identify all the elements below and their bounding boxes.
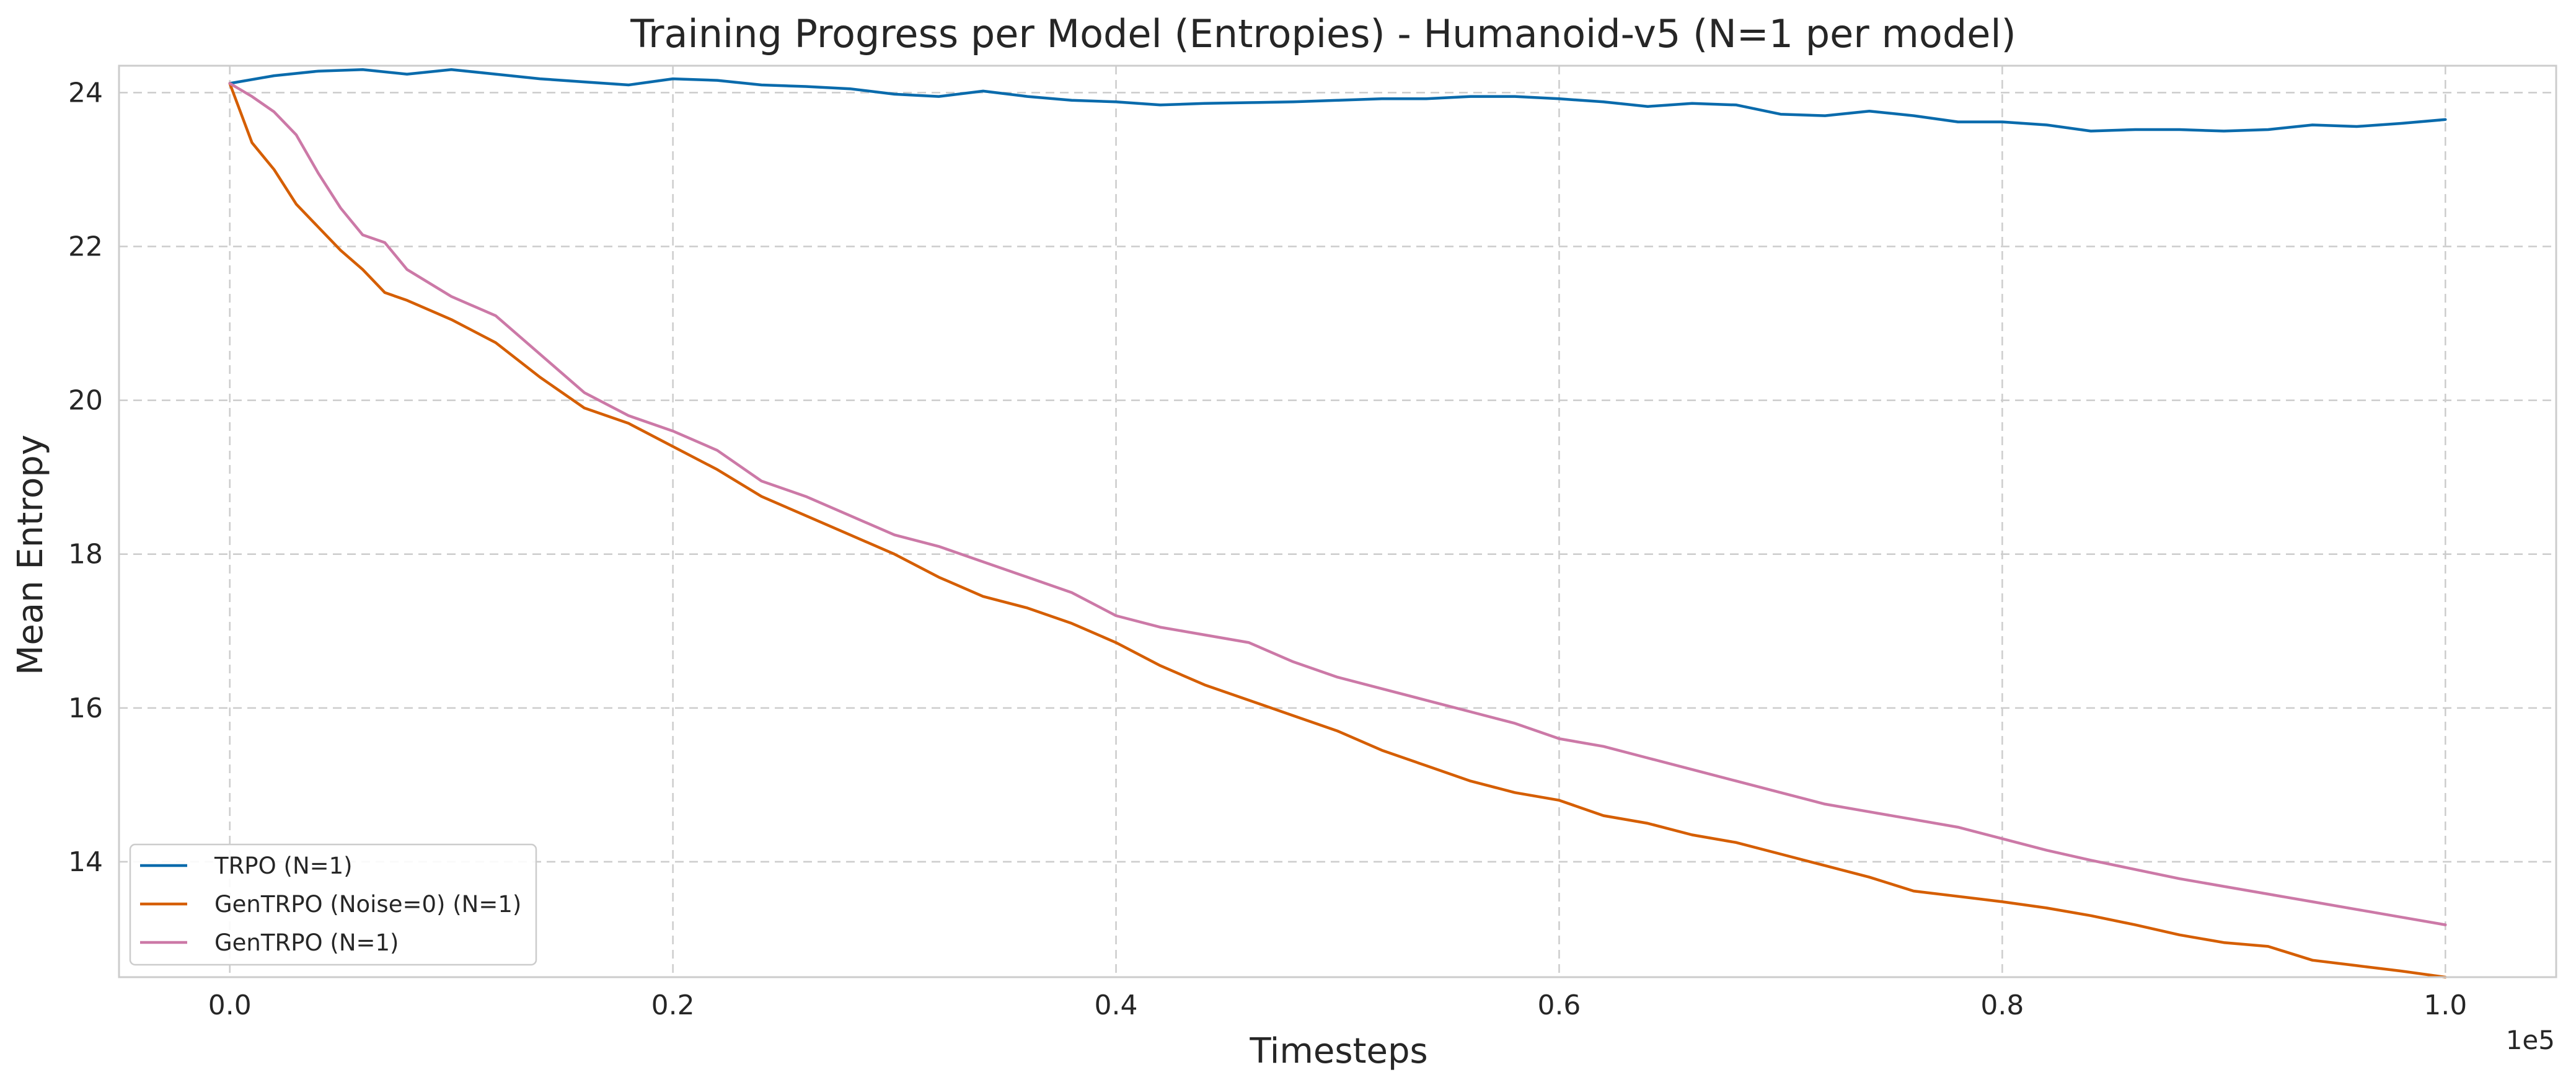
y-axis-label: Mean Entropy <box>11 435 51 675</box>
plot-frame <box>118 64 2557 978</box>
y-tick-label: 18 <box>68 539 103 570</box>
x-tick-label: 0.4 <box>1095 990 1138 1021</box>
x-tick-label: 0.6 <box>1537 990 1581 1021</box>
x-tick-label: 0.2 <box>651 990 695 1021</box>
legend-label-0: TRPO (N=1) <box>214 853 353 879</box>
y-tick-label: 20 <box>68 385 103 417</box>
legend-label-2: GenTRPO (N=1) <box>214 929 399 956</box>
y-tick-label: 16 <box>68 693 103 724</box>
y-axis-ticks: 14 16 18 20 22 24 <box>68 77 103 878</box>
series-lines <box>228 68 2447 979</box>
series-line-1 <box>228 82 2447 979</box>
x-tick-label: 1.0 <box>2424 990 2467 1021</box>
legend: TRPO (N=1) GenTRPO (Noise=0) (N=1) GenTRPO… <box>129 843 537 966</box>
legend-box <box>129 843 537 966</box>
legend-label-1: GenTRPO (Noise=0) (N=1) <box>214 891 521 918</box>
y-tick-label: 24 <box>68 77 103 109</box>
x-axis-ticks: 0.0 0.2 0.4 0.6 0.8 1.0 <box>208 990 2468 1021</box>
x-axis-scale-label: 1e5 <box>2506 1025 2555 1055</box>
y-tick-label: 14 <box>68 846 103 878</box>
series-line-2 <box>228 82 2447 926</box>
x-tick-label: 0.8 <box>1980 990 2024 1021</box>
y-tick-label: 22 <box>68 231 103 263</box>
series-line-0 <box>228 68 2447 133</box>
chart-title: Training Progress per Model (Entropies) … <box>630 11 2016 56</box>
x-tick-label: 0.0 <box>208 990 252 1021</box>
x-axis-label: Timesteps <box>1249 1031 1427 1071</box>
